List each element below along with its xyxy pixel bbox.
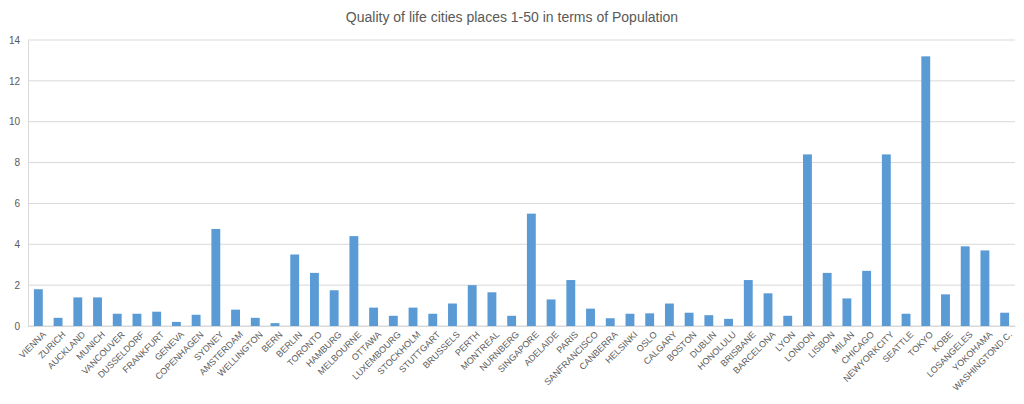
y-tick: 0 — [14, 321, 28, 332]
x-axis-line — [29, 326, 1016, 327]
chart: Quality of life cities places 1-50 in te… — [0, 0, 1024, 404]
y-axis-line — [28, 41, 29, 327]
y-tick-label: 10 — [9, 116, 21, 127]
bar — [626, 314, 635, 326]
bar — [606, 318, 615, 326]
y-tick-label: 2 — [14, 280, 20, 291]
y-tick: 14 — [9, 35, 28, 46]
bar — [290, 255, 299, 327]
bar — [330, 290, 339, 326]
bar — [744, 280, 753, 326]
y-tick: 2 — [14, 280, 28, 291]
x-tick-label: WASHINGTOND.C. — [951, 329, 1014, 392]
bar — [586, 309, 595, 326]
y-tick-label: 14 — [9, 35, 21, 46]
bar — [882, 154, 891, 326]
bar — [34, 289, 43, 326]
bar — [73, 297, 82, 326]
y-tick: 4 — [14, 239, 28, 250]
x-tick: LISBON — [806, 326, 836, 360]
y-axis: 0 2 4 6 8 10 12 14 — [9, 35, 29, 332]
x-tick-label: LISBON — [806, 329, 836, 359]
grid-line — [28, 80, 1015, 81]
bar — [113, 314, 122, 326]
bar — [980, 250, 989, 326]
bar — [93, 297, 102, 326]
bar — [823, 273, 832, 326]
bar — [961, 246, 970, 326]
bar — [507, 316, 516, 326]
bar — [152, 312, 161, 326]
bar — [665, 304, 674, 326]
y-tick: 8 — [14, 157, 28, 168]
bar — [251, 318, 260, 326]
bar — [803, 154, 812, 326]
bar — [764, 293, 773, 326]
bar — [271, 323, 280, 326]
grid-line — [28, 121, 1015, 122]
bar — [724, 319, 733, 326]
grid-line — [28, 40, 1015, 41]
y-tick: 10 — [9, 116, 28, 127]
bar — [389, 316, 398, 326]
bar — [645, 313, 654, 326]
bar — [941, 294, 950, 326]
bar — [547, 299, 556, 326]
bar — [369, 308, 378, 326]
bar — [862, 271, 871, 326]
x-tick: TOKYO — [906, 326, 935, 359]
bar — [310, 273, 319, 326]
bar — [1000, 313, 1009, 326]
bar — [842, 298, 851, 326]
x-tick: WELLINGTON — [216, 326, 265, 378]
bar — [704, 315, 713, 326]
bar — [448, 304, 457, 326]
x-tick: SEATTLE — [881, 326, 916, 364]
y-tick-label: 6 — [14, 198, 20, 209]
bar — [921, 56, 930, 326]
bar — [428, 314, 437, 326]
y-tick: 6 — [14, 198, 28, 209]
bar — [231, 310, 240, 326]
bar — [902, 314, 911, 326]
x-tick: HELSINKI — [603, 326, 639, 365]
grid-line — [28, 244, 1015, 245]
bar — [487, 292, 496, 326]
x-tick-label: TOKYO — [906, 329, 935, 358]
x-axis: VIENNAZURICHAUCKLANDMUNICHVANCOUVERDUSSE… — [17, 326, 1015, 393]
bar — [54, 318, 63, 326]
bar — [192, 315, 201, 326]
bar — [783, 316, 792, 326]
bar — [527, 214, 536, 326]
bar — [133, 314, 142, 326]
title: Quality of life cities places 1-50 in te… — [346, 9, 678, 25]
bar — [468, 285, 477, 326]
y-tick-label: 12 — [9, 76, 21, 87]
x-tick: WASHINGTOND.C. — [951, 326, 1014, 393]
grid-line — [28, 162, 1015, 163]
grid-line — [28, 203, 1015, 204]
bars — [34, 56, 1009, 326]
y-tick: 12 — [9, 76, 28, 87]
bar — [172, 322, 181, 326]
y-tick-label: 0 — [14, 321, 20, 332]
bar — [685, 313, 694, 326]
plot: 0 2 4 6 8 10 12 14 VIENNAZURICHAUCKLANDMUNICHVAN… — [9, 35, 1016, 393]
bar — [211, 229, 220, 326]
bar — [349, 236, 358, 326]
x-tick: BARCELONA — [731, 326, 777, 376]
y-tick-label: 4 — [14, 239, 20, 250]
grid — [28, 40, 1015, 326]
x-tick-label: BARCELONA — [731, 329, 777, 375]
bar — [409, 308, 418, 326]
bar — [566, 280, 575, 326]
x-tick-label: WELLINGTON — [216, 329, 265, 378]
y-tick-label: 8 — [14, 157, 20, 168]
